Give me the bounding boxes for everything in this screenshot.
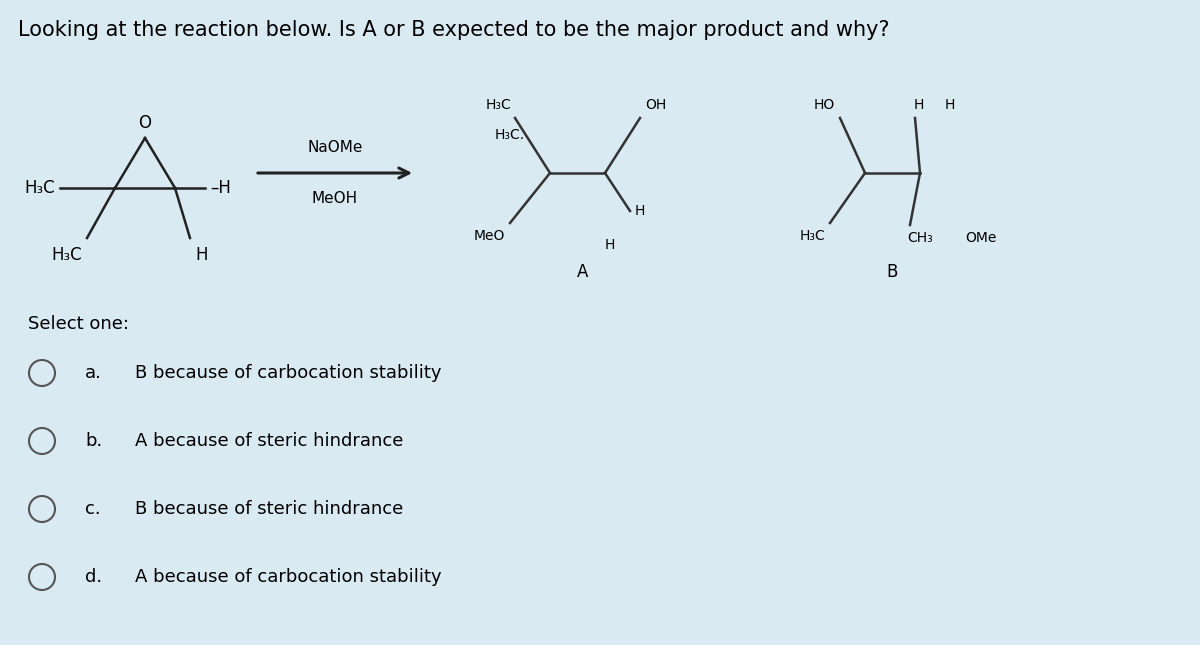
Text: H₃C: H₃C xyxy=(799,229,826,243)
Text: H: H xyxy=(635,204,646,218)
Text: Looking at the reaction below. Is A or B expected to be the major product and wh: Looking at the reaction below. Is A or B… xyxy=(18,20,889,40)
Text: A because of carbocation stability: A because of carbocation stability xyxy=(134,568,442,586)
Text: –H: –H xyxy=(210,179,230,197)
Text: H: H xyxy=(194,246,208,264)
Text: H₃C: H₃C xyxy=(52,246,82,264)
Text: H₃C.: H₃C. xyxy=(494,128,526,142)
Text: B because of carbocation stability: B because of carbocation stability xyxy=(134,364,442,382)
Text: H: H xyxy=(605,238,616,252)
Text: MeO: MeO xyxy=(474,229,505,243)
Text: H: H xyxy=(914,98,924,112)
Text: NaOMe: NaOMe xyxy=(307,140,362,155)
Text: Select one:: Select one: xyxy=(28,315,130,333)
Text: A: A xyxy=(577,263,588,281)
Text: a.: a. xyxy=(85,364,102,382)
Text: H₃C: H₃C xyxy=(24,179,55,197)
Text: HO: HO xyxy=(814,98,835,112)
Text: OH: OH xyxy=(646,98,666,112)
Text: CH₃: CH₃ xyxy=(907,231,932,245)
Text: A because of steric hindrance: A because of steric hindrance xyxy=(134,432,403,450)
Text: MeOH: MeOH xyxy=(312,191,358,206)
Text: B: B xyxy=(887,263,898,281)
Text: b.: b. xyxy=(85,432,102,450)
Text: OMe: OMe xyxy=(965,231,996,245)
Text: d.: d. xyxy=(85,568,102,586)
Text: H: H xyxy=(946,98,955,112)
Text: B because of steric hindrance: B because of steric hindrance xyxy=(134,500,403,518)
Text: c.: c. xyxy=(85,500,101,518)
Text: H₃C: H₃C xyxy=(485,98,511,112)
Text: O: O xyxy=(138,114,151,132)
